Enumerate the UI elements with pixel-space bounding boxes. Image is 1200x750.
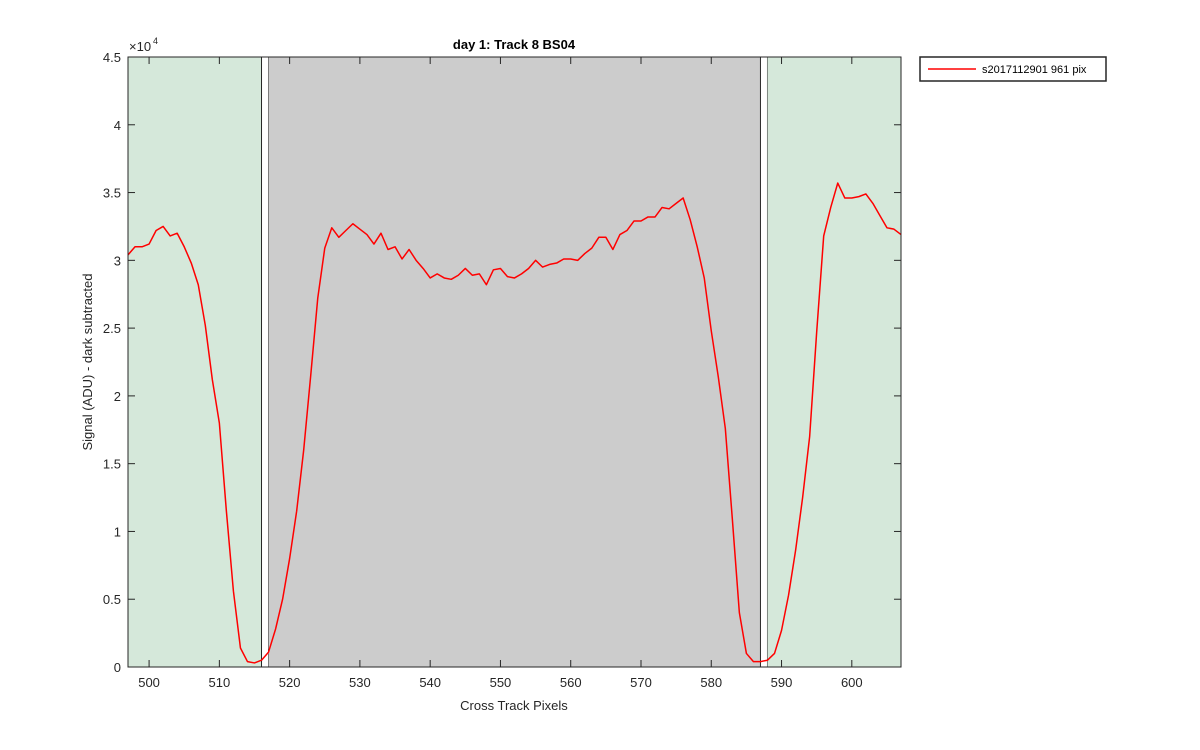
y-exponent-power: 4 xyxy=(153,36,158,46)
legend-entry-label: s2017112901 961 pix xyxy=(982,64,1087,76)
shaded-region xyxy=(268,57,761,667)
shaded-region xyxy=(128,57,262,667)
region-divider xyxy=(759,56,768,668)
y-tick-label: 2.5 xyxy=(103,321,121,336)
x-axis-label: Cross Track Pixels xyxy=(460,698,568,713)
y-axis-label: Signal (ADU) - dark subtracted xyxy=(80,273,95,450)
x-tick-label: 590 xyxy=(771,675,793,690)
x-tick-label: 510 xyxy=(209,675,231,690)
y-tick-label: 0.5 xyxy=(103,592,121,607)
x-tick-label: 570 xyxy=(630,675,652,690)
y-tick-label: 0 xyxy=(114,660,121,675)
series-line xyxy=(127,182,902,664)
series-layer xyxy=(127,182,902,664)
y-tick-label: 1 xyxy=(114,524,121,539)
x-tick-label: 520 xyxy=(279,675,301,690)
x-tick-label: 600 xyxy=(841,675,863,690)
axis-ticks: 500 510 520 530 540 550 560 570 580 590 600 0 0.5 1 1.… xyxy=(103,50,901,690)
y-exponent-label: ×10 4 xyxy=(129,36,158,54)
x-tick-label: 560 xyxy=(560,675,582,690)
x-tick-label: 500 xyxy=(138,675,160,690)
axes-frame xyxy=(127,56,902,668)
chart-title: day 1: Track 8 BS04 xyxy=(453,37,576,52)
x-tick-label: 580 xyxy=(700,675,722,690)
y-tick-label: 3.5 xyxy=(103,186,121,201)
y-exponent-base: ×10 xyxy=(129,39,151,54)
x-tick-label: 550 xyxy=(490,675,512,690)
x-tick-label: 540 xyxy=(419,675,441,690)
shaded-region xyxy=(767,57,901,667)
y-tick-label: 2 xyxy=(114,389,121,404)
y-tick-label: 3 xyxy=(114,253,121,268)
legend: s2017112901 961 pix xyxy=(919,56,1107,82)
x-tick-label: 530 xyxy=(349,675,371,690)
y-tick-label: 1.5 xyxy=(103,457,121,472)
shaded-regions xyxy=(128,56,901,668)
y-tick-label: 4 xyxy=(114,118,121,133)
region-divider xyxy=(261,56,270,668)
y-tick-label: 4.5 xyxy=(103,50,121,65)
